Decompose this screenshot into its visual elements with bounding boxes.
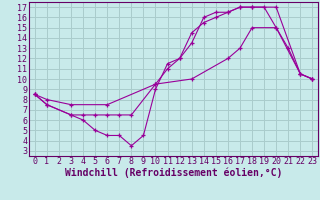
X-axis label: Windchill (Refroidissement éolien,°C): Windchill (Refroidissement éolien,°C): [65, 168, 282, 178]
